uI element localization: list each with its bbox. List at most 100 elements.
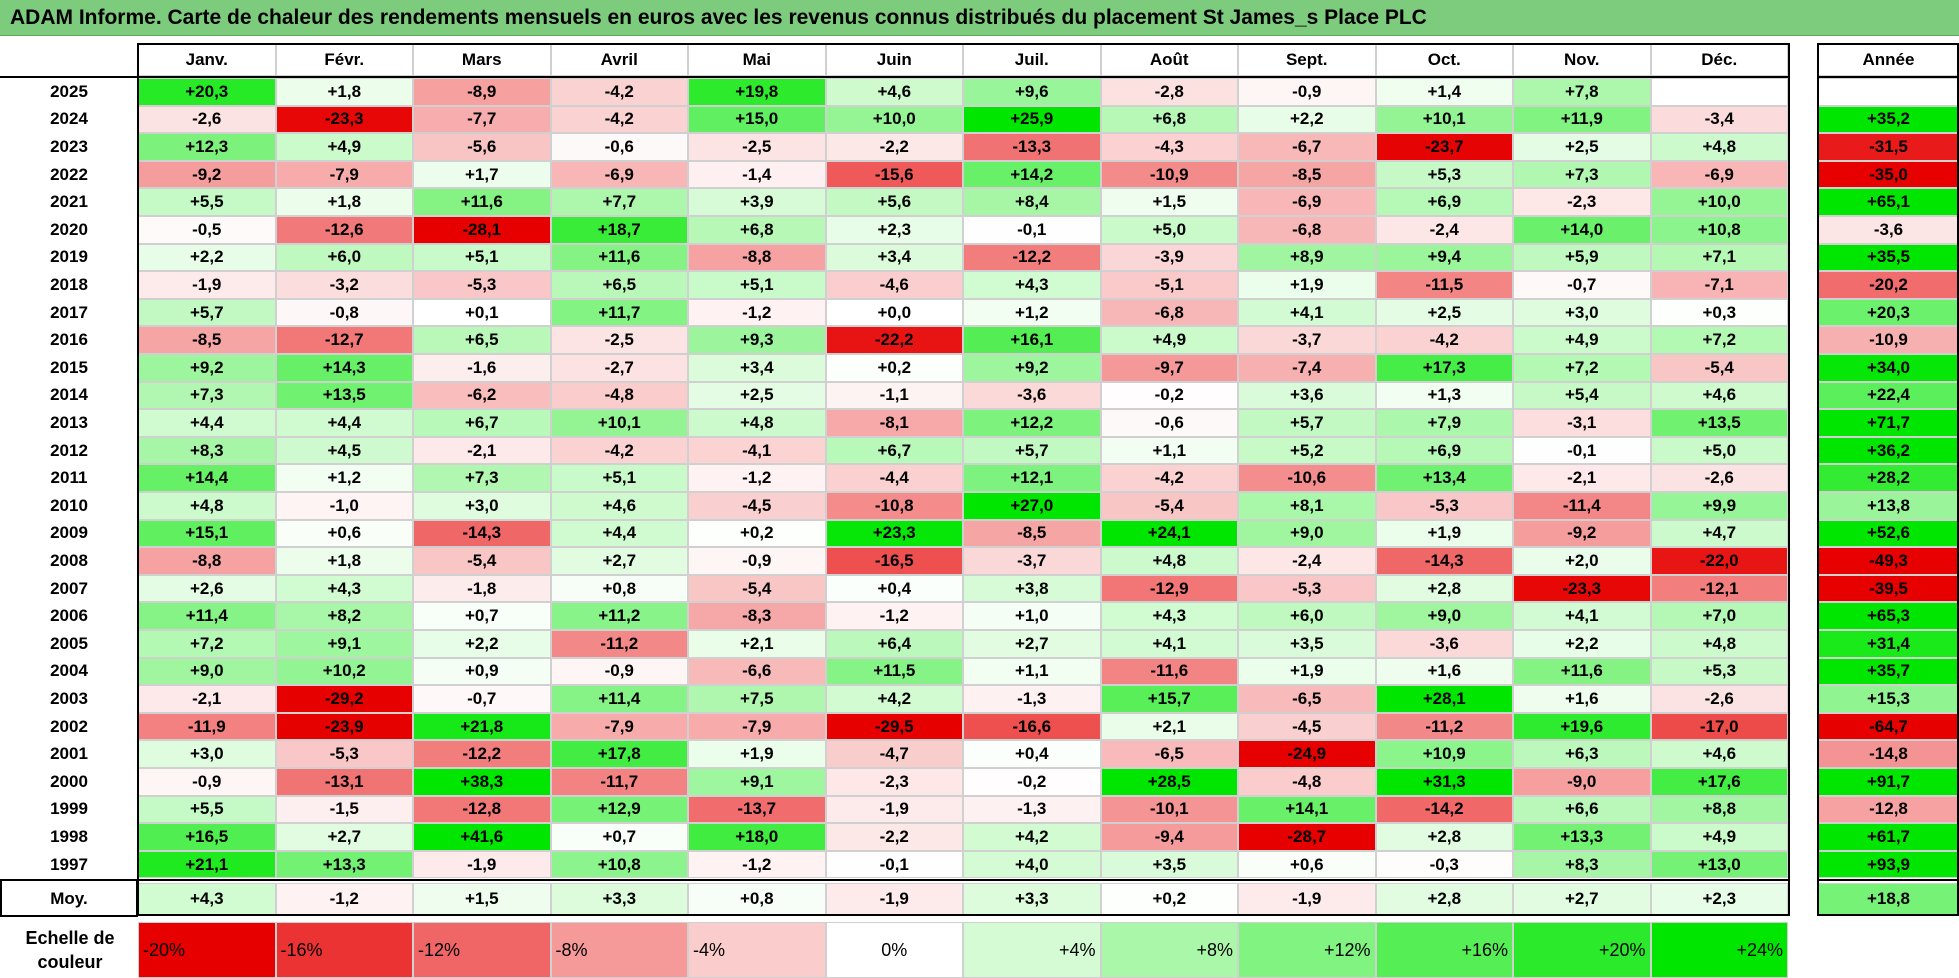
heatmap-cell: -11,6	[1100, 657, 1238, 686]
heatmap-cell: +2,7	[275, 823, 413, 851]
heatmap-cell: +4,4	[550, 519, 688, 548]
heatmap-cell: +4,0	[963, 850, 1101, 879]
heatmap-cell: -1,4	[688, 160, 826, 189]
heatmap-cell: -0,3	[1375, 850, 1513, 879]
heatmap-cell: -2,1	[138, 685, 276, 713]
heatmap-cell: +10,8	[1650, 216, 1788, 244]
heatmap-cell: -3,4	[1650, 105, 1788, 134]
heatmap-cell: -14,3	[413, 519, 551, 548]
heatmap-cell: +1,7	[413, 160, 551, 189]
heatmap-cell: +0,6	[275, 519, 413, 548]
heatmap-cell: +7,2	[1650, 326, 1788, 354]
year-label: 1999	[0, 795, 138, 824]
heatmap-cell: +11,4	[550, 685, 688, 713]
annual-cell: +28,2	[1818, 464, 1959, 492]
heatmap-cell: +5,0	[1100, 216, 1238, 244]
heatmap-cell: -14,3	[1375, 547, 1513, 575]
heatmap-cell: +12,9	[550, 795, 688, 824]
annual-cell: -12,8	[1818, 795, 1959, 824]
heatmap-cell: -15,6	[825, 160, 963, 189]
average-cell: -1,9	[825, 883, 963, 916]
heatmap-cell: +5,7	[963, 436, 1101, 465]
heatmap-cell: +9,2	[963, 354, 1101, 382]
heatmap-cell: -7,7	[413, 105, 551, 134]
heatmap-cell: +4,9	[1513, 326, 1651, 354]
heatmap-cell: +14,4	[138, 464, 276, 492]
heatmap-cell: -6,9	[1238, 188, 1376, 216]
heatmap-cell: -12,6	[275, 216, 413, 244]
heatmap-cell: +16,1	[963, 326, 1101, 354]
heatmap-cell: +6,0	[275, 243, 413, 272]
heatmap-cell: +1,0	[963, 602, 1101, 630]
heatmap-cell: +8,9	[1238, 243, 1376, 272]
heatmap-cell: +4,1	[1513, 602, 1651, 630]
chart-title: ADAM Informe. Carte de chaleur des rende…	[0, 0, 1959, 36]
color-scale-stop: 0%	[825, 922, 963, 978]
year-label: 2004	[0, 657, 138, 686]
heatmap-cell: +31,3	[1375, 768, 1513, 796]
heatmap-cell: +0,7	[413, 602, 551, 630]
heatmap-cell: -3,9	[1100, 243, 1238, 272]
heatmap-cell: -0,9	[1238, 78, 1376, 106]
heatmap-cell: -13,7	[688, 795, 826, 824]
heatmap-cell: +9,9	[1650, 492, 1788, 520]
heatmap-cell: +3,4	[825, 243, 963, 272]
heatmap-cell: +17,3	[1375, 354, 1513, 382]
heatmap-cell: -0,7	[1513, 271, 1651, 299]
heatmap-cell: +8,8	[1650, 795, 1788, 824]
color-scale-stop: +4%	[963, 922, 1101, 978]
heatmap-cell: -12,9	[1100, 574, 1238, 603]
heatmap-cell: +0,6	[1238, 850, 1376, 879]
heatmap-cell: +14,3	[275, 354, 413, 382]
year-label: 2001	[0, 740, 138, 768]
heatmap-cell: +10,9	[1375, 740, 1513, 768]
heatmap-cell: -23,9	[275, 712, 413, 741]
heatmap-cell: +13,5	[275, 381, 413, 410]
heatmap-cell: -3,6	[963, 381, 1101, 410]
average-cell: +0,2	[1100, 883, 1238, 916]
heatmap-cell: +4,3	[275, 574, 413, 603]
heatmap-cell: +0,0	[825, 298, 963, 327]
heatmap-cell: +7,3	[138, 381, 276, 410]
heatmap-cell: -6,9	[550, 160, 688, 189]
heatmap-cell: -10,1	[1100, 795, 1238, 824]
year-label: 2010	[0, 492, 138, 520]
heatmap-cell: -7,4	[1238, 354, 1376, 382]
annual-cell: +65,3	[1818, 602, 1959, 630]
heatmap-cell: +2,5	[688, 381, 826, 410]
heatmap-cell: -11,4	[1513, 492, 1651, 520]
heatmap-cell: +21,8	[413, 712, 551, 741]
heatmap-cell: +6,6	[1513, 795, 1651, 824]
month-header: Juil.	[963, 44, 1101, 76]
heatmap-cell: -4,3	[1100, 133, 1238, 161]
heatmap-cell: +9,0	[1375, 602, 1513, 630]
color-scale-stop: -16%	[275, 922, 413, 978]
year-label: 2016	[0, 326, 138, 354]
heatmap-cell: -22,2	[825, 326, 963, 354]
month-header: Août	[1100, 44, 1238, 76]
heatmap-cell: +6,7	[413, 409, 551, 437]
heatmap-cell: -0,9	[138, 768, 276, 796]
year-label: 2024	[0, 105, 138, 134]
heatmap-cell: -4,2	[550, 436, 688, 465]
average-divider	[0, 879, 1789, 882]
year-label: 2023	[0, 133, 138, 161]
annual-header-divider	[1818, 76, 1959, 78]
year-label: 2021	[0, 188, 138, 216]
heatmap-cell: -28,1	[413, 216, 551, 244]
heatmap-cell: -4,8	[550, 381, 688, 410]
heatmap-cell: +19,6	[1513, 712, 1651, 741]
year-label: 1997	[0, 850, 138, 879]
color-scale-stop: +12%	[1238, 922, 1376, 978]
heatmap-cell: -0,6	[1100, 409, 1238, 437]
color-scale-stop: +24%	[1650, 922, 1788, 978]
heatmap-cell: +0,4	[963, 740, 1101, 768]
heatmap-cell: -10,6	[1238, 464, 1376, 492]
heatmap-cell: +1,8	[275, 188, 413, 216]
heatmap-cell: +7,9	[1375, 409, 1513, 437]
heatmap-cell: +13,0	[1650, 850, 1788, 879]
heatmap-cell: +6,3	[1513, 740, 1651, 768]
average-cell: -1,2	[275, 883, 413, 916]
heatmap-cell: +4,9	[1100, 326, 1238, 354]
heatmap-cell: +9,2	[138, 354, 276, 382]
